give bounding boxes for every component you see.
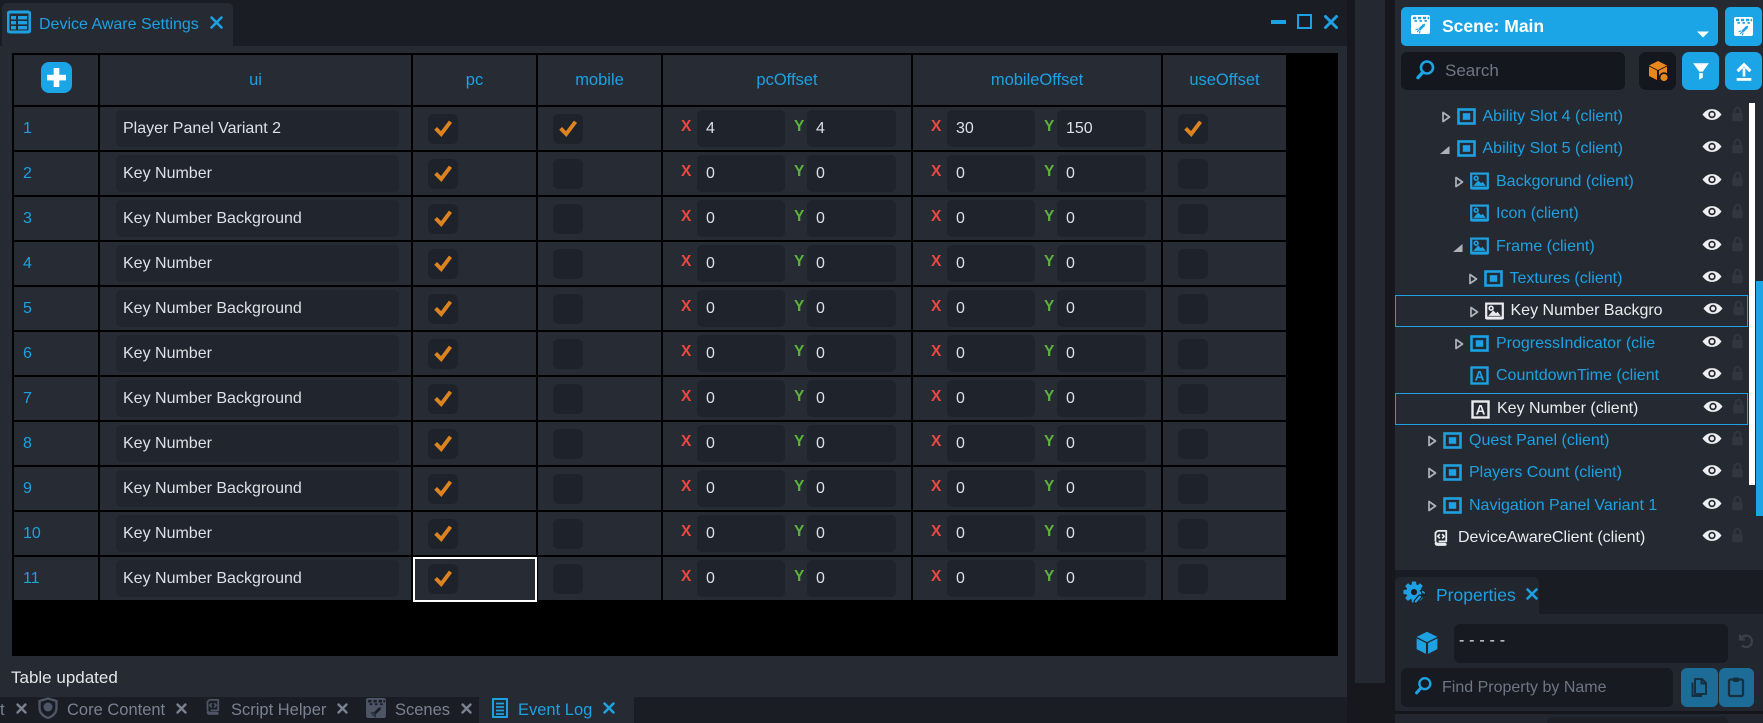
svg-text:A: A [1475,369,1485,384]
svg-text:A: A [1476,402,1486,417]
